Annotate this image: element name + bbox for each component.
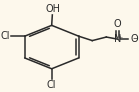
Text: Cl: Cl [47, 80, 56, 90]
Text: O: O [114, 19, 121, 29]
Text: OH: OH [45, 5, 60, 14]
Text: O: O [131, 34, 138, 44]
Text: +: + [117, 35, 123, 40]
Text: Cl: Cl [1, 31, 10, 41]
Text: N: N [114, 34, 121, 44]
Text: −: − [132, 35, 137, 40]
